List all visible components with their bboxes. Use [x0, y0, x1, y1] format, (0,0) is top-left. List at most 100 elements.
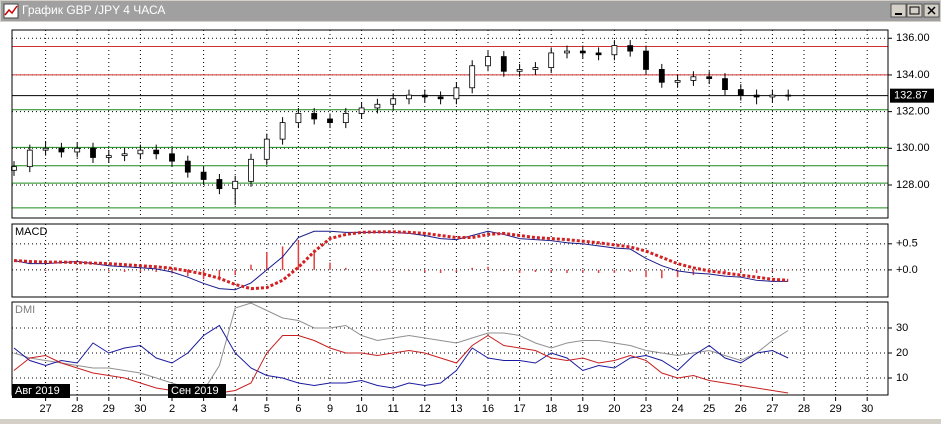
candle-body	[216, 179, 223, 190]
x-tick-label: 4	[232, 403, 238, 415]
indicator-line	[13, 230, 789, 291]
y-tick-label: +0.0	[896, 264, 918, 276]
candle-body	[579, 50, 586, 54]
candle-body	[327, 118, 333, 124]
candle-body	[169, 153, 175, 162]
x-tick-label: 11	[387, 403, 398, 415]
candle-body	[263, 138, 270, 160]
x-tick-label: 27	[39, 403, 51, 415]
panel-title: DMI	[15, 304, 35, 316]
candle-body	[485, 56, 491, 67]
candle-body	[611, 45, 618, 56]
candle-body	[564, 50, 570, 54]
candle-body	[406, 94, 412, 100]
candle-body	[137, 149, 144, 155]
candle-body	[690, 76, 697, 81]
candle-body	[358, 107, 365, 114]
last-price-box	[890, 88, 934, 103]
x-tick-label: 2	[169, 403, 175, 415]
x-tick-label: 25	[703, 403, 715, 415]
candle-body	[74, 147, 81, 153]
indicator-line	[13, 324, 789, 389]
x-tick-label: 26	[735, 403, 747, 415]
y-tick-label: +0.5	[896, 238, 918, 250]
candle-body	[753, 94, 760, 98]
candle-body	[500, 56, 507, 72]
y-tick-label: 132.00	[896, 106, 930, 118]
x-tick-label: 19	[577, 403, 589, 415]
candle-body	[153, 149, 160, 155]
candle-body	[248, 158, 254, 182]
candle-body	[200, 171, 207, 180]
x-tick-label: 10	[355, 403, 367, 415]
candle-body	[390, 98, 397, 105]
x-tick-label: 30	[861, 403, 873, 415]
y-tick-label: 134.00	[896, 69, 930, 81]
x-tick-label: 16	[482, 403, 494, 415]
minimize-button[interactable]	[890, 3, 907, 18]
month-label: Авг 2019	[15, 385, 60, 397]
candle-body	[121, 153, 128, 157]
candle-body	[722, 78, 728, 91]
candle-body	[453, 87, 460, 100]
x-tick-label: 18	[545, 403, 557, 415]
candle-body	[26, 149, 33, 168]
candle-body	[785, 94, 792, 97]
candle-body	[42, 147, 49, 151]
candle-body	[658, 69, 665, 83]
candle-body	[232, 180, 239, 190]
panel-title: MACD	[15, 226, 47, 238]
last-price-label: 132.87	[894, 90, 928, 102]
candle-body	[184, 160, 191, 173]
candle-body	[421, 94, 428, 98]
window-title: График GBP /JPY 4 ЧАСА	[22, 3, 165, 17]
x-tick-label: 13	[450, 403, 462, 415]
y-tick-label: 20	[896, 347, 908, 359]
candle-body	[437, 96, 444, 100]
x-tick-label: 6	[295, 403, 301, 415]
candle-body	[706, 76, 713, 80]
y-tick-label: 30	[896, 322, 908, 334]
candle-body	[548, 52, 555, 69]
candle-body	[311, 113, 318, 120]
x-tick-label: 28	[71, 403, 83, 415]
maximize-button[interactable]	[906, 3, 923, 18]
x-tick-label: 29	[103, 403, 115, 415]
y-tick-label: 128.00	[896, 179, 930, 191]
candle-body	[469, 65, 476, 89]
candle-body	[516, 69, 523, 72]
candle-body	[58, 147, 65, 153]
title-bar	[1, 1, 940, 21]
x-tick-label: 30	[134, 403, 146, 415]
month-box	[12, 384, 70, 398]
indicator-line	[13, 334, 789, 397]
candle-body	[90, 147, 96, 158]
candle-body	[769, 94, 776, 98]
x-tick-label: 23	[640, 403, 652, 415]
x-tick-label: 29	[829, 403, 841, 415]
panel-frame	[11, 301, 889, 396]
x-tick-label: 20	[608, 403, 620, 415]
x-tick-label: 9	[327, 403, 333, 415]
indicator-line	[13, 302, 789, 392]
x-tick-label: 3	[201, 403, 207, 415]
x-tick-label: 5	[264, 403, 270, 415]
candle-body	[295, 113, 302, 124]
y-tick-label: 10	[896, 372, 908, 384]
maximize-icon	[909, 6, 920, 15]
month-label: Сен 2019	[171, 385, 219, 397]
x-tick-label: 12	[419, 403, 431, 415]
candle-body	[674, 80, 681, 83]
x-tick-label: 28	[798, 403, 810, 415]
candle-body	[595, 52, 602, 56]
x-tick-label: 17	[513, 403, 525, 415]
candle-body	[627, 45, 634, 52]
x-tick-label: 24	[671, 403, 683, 415]
y-tick-label: 136.00	[896, 32, 930, 44]
icon-line	[4, 5, 18, 16]
candle-body	[279, 122, 286, 140]
candle-body	[737, 89, 744, 96]
window-buttons[interactable]	[890, 3, 940, 18]
close-icon	[927, 6, 936, 15]
